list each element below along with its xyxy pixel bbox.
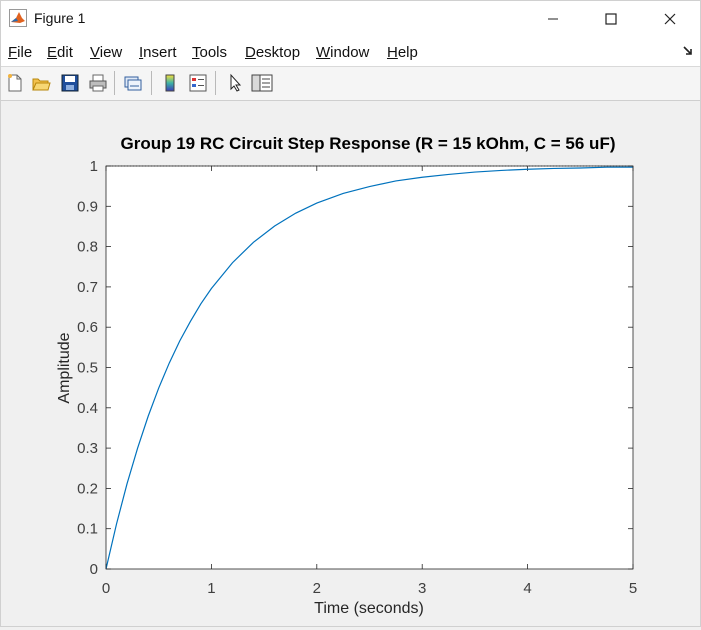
y-axis-label: Amplitude: [56, 332, 73, 403]
colorbar-icon[interactable]: [158, 72, 182, 94]
menu-file[interactable]: File: [8, 44, 33, 61]
new-figure-icon[interactable]: [3, 72, 27, 94]
legend-icon[interactable]: [186, 72, 210, 94]
close-button[interactable]: [641, 1, 699, 36]
menu-window[interactable]: Window: [316, 44, 370, 61]
figure-toolbar: [1, 67, 700, 101]
x-tick-label: 2: [313, 580, 321, 597]
chart-title: Group 19 RC Circuit Step Response (R = 1…: [120, 134, 615, 153]
dock-figure-icon[interactable]: [682, 45, 694, 60]
y-tick-label: 0.5: [77, 360, 98, 377]
figure-canvas: Group 19 RC Circuit Step Response (R = 1…: [1, 101, 700, 626]
save-icon[interactable]: [58, 72, 82, 94]
menu-insert[interactable]: Insert: [139, 44, 177, 61]
y-tick-label: 0.9: [77, 198, 98, 215]
property-inspector-icon[interactable]: [250, 72, 274, 94]
y-tick-label: 0.2: [77, 480, 98, 497]
y-tick-label: 0: [90, 561, 98, 578]
y-tick-label: 0.7: [77, 279, 98, 296]
minimize-icon: [548, 18, 558, 19]
menu-tools[interactable]: Tools: [192, 44, 228, 61]
y-tick-label: 0.4: [77, 400, 98, 417]
window-title: Figure 1: [34, 10, 86, 26]
link-plot-icon[interactable]: [121, 72, 145, 94]
menu-desktop[interactable]: Desktop: [245, 44, 301, 61]
step-response-chart[interactable]: Group 19 RC Circuit Step Response (R = 1…: [1, 101, 700, 626]
menu-view[interactable]: View: [90, 44, 123, 61]
y-tick-label: 0.3: [77, 440, 98, 457]
toolbar-separator: [151, 71, 152, 95]
x-tick-label: 1: [207, 580, 215, 597]
open-file-icon[interactable]: [29, 72, 53, 94]
menu-help[interactable]: Help: [387, 44, 418, 61]
close-icon: [664, 13, 676, 24]
maximize-button[interactable]: [582, 1, 640, 36]
maximize-icon: [605, 12, 617, 25]
matlab-logo-icon: [9, 9, 27, 27]
plot-area[interactable]: [106, 166, 633, 569]
series-line-step-response: [105, 166, 633, 570]
title-bar[interactable]: Figure 1: [1, 1, 700, 36]
y-tick-label: 0.8: [77, 239, 98, 256]
y-tick-label: 0.1: [77, 521, 98, 538]
print-icon[interactable]: [86, 72, 110, 94]
edit-plot-arrow-icon[interactable]: [223, 72, 247, 94]
x-tick-label: 0: [102, 580, 110, 597]
y-tick-label: 0.6: [77, 319, 98, 336]
x-axis-label: Time (seconds): [314, 600, 424, 617]
menu-bar: File Edit View Insert Tools Desktop Wind…: [1, 36, 700, 67]
axes-box: [105, 165, 634, 570]
y-tick-label: 1: [90, 158, 98, 175]
minimize-button[interactable]: [524, 1, 582, 36]
toolbar-separator: [215, 71, 216, 95]
toolbar-separator: [114, 71, 115, 95]
x-tick-label: 3: [418, 580, 426, 597]
menu-edit[interactable]: Edit: [47, 44, 73, 61]
x-tick-label: 5: [629, 580, 637, 597]
x-tick-label: 4: [523, 580, 531, 597]
